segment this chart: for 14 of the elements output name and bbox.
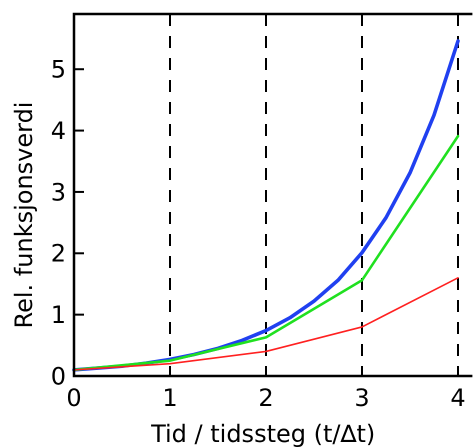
line-series	[72, 134, 460, 372]
x-axis-title: Tid / tidssteg (t/∆t)	[150, 420, 376, 447]
y-tick-label: 2	[50, 240, 66, 268]
x-tick-label: 4	[450, 384, 466, 412]
y-tick-label: 4	[50, 116, 66, 145]
y-axis-title: Rel. funksjonsverdi	[10, 102, 38, 328]
y-tick-label: 5	[50, 56, 66, 84]
y-tick-label: 3	[50, 178, 66, 206]
y-tick-label: 1	[50, 301, 66, 330]
x-tick-label: 2	[258, 384, 274, 412]
x-tick-label: 1	[162, 384, 178, 412]
line-series	[73, 277, 459, 371]
x-tick-label: 3	[354, 384, 370, 412]
y-tick-label: 0	[50, 362, 66, 390]
